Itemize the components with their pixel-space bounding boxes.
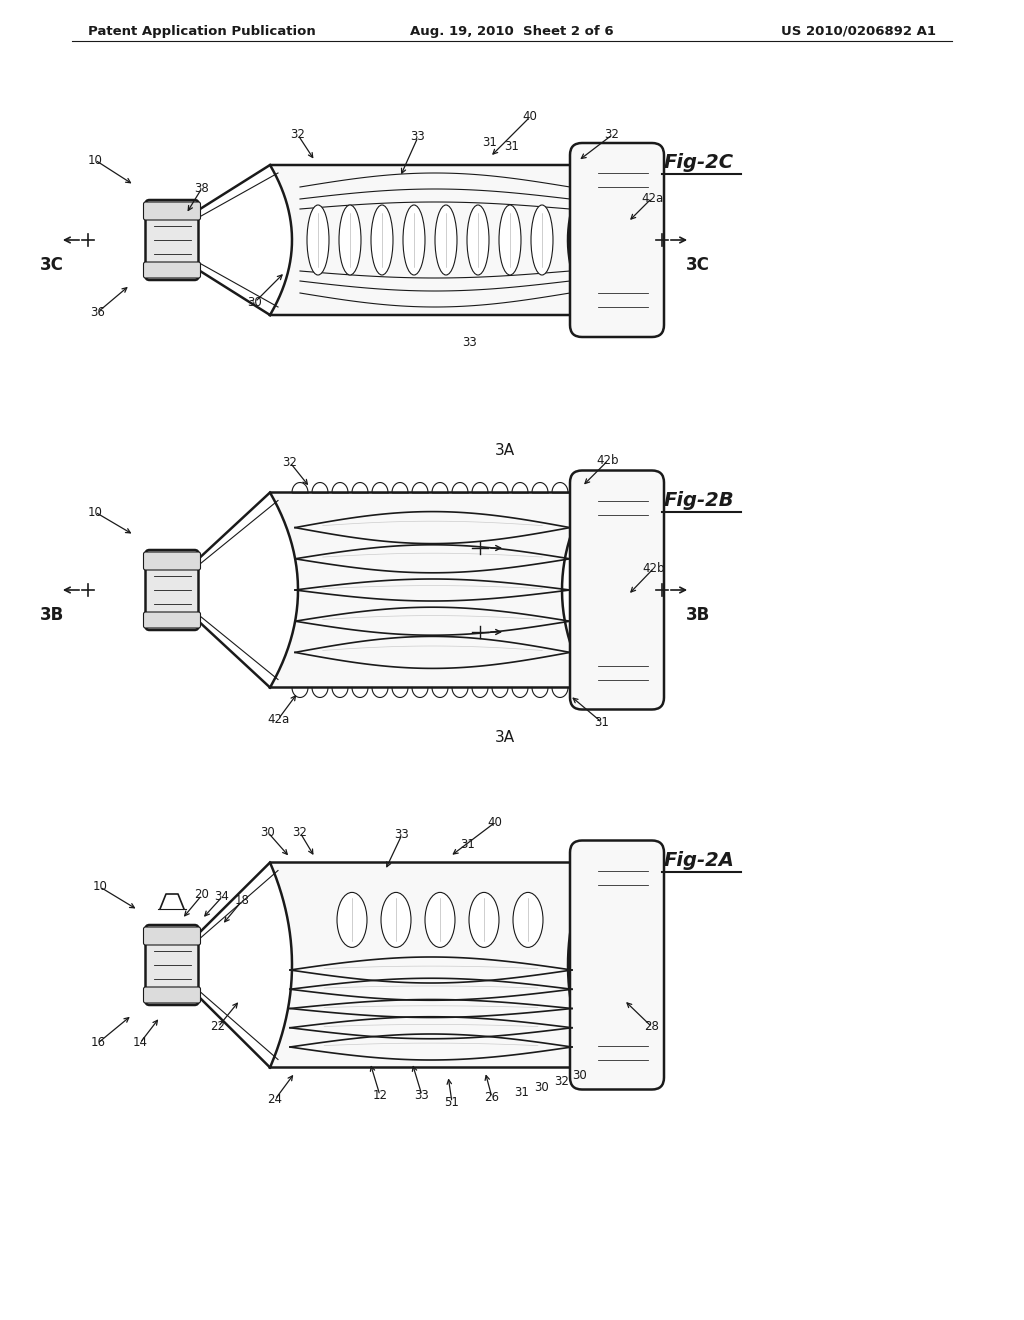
FancyBboxPatch shape	[143, 987, 201, 1003]
Text: 33: 33	[415, 1089, 429, 1102]
Text: 18: 18	[234, 895, 250, 908]
Text: 3A: 3A	[495, 730, 515, 744]
Text: 3B: 3B	[686, 606, 710, 624]
Text: Aug. 19, 2010  Sheet 2 of 6: Aug. 19, 2010 Sheet 2 of 6	[411, 25, 613, 38]
Ellipse shape	[425, 892, 455, 948]
Ellipse shape	[339, 205, 361, 275]
Text: 30: 30	[572, 1069, 588, 1082]
Ellipse shape	[435, 205, 457, 275]
Ellipse shape	[531, 205, 553, 275]
Text: 32: 32	[555, 1074, 569, 1088]
Text: 32: 32	[293, 826, 307, 840]
Text: 42b: 42b	[643, 561, 666, 574]
Text: 33: 33	[463, 337, 477, 350]
Text: 31: 31	[461, 838, 475, 851]
Text: Fig-2C: Fig-2C	[664, 153, 734, 172]
Text: 40: 40	[522, 111, 538, 124]
FancyBboxPatch shape	[570, 470, 664, 710]
Ellipse shape	[371, 205, 393, 275]
Text: 51: 51	[444, 1096, 460, 1109]
Text: 3B: 3B	[40, 606, 65, 624]
Text: 16: 16	[90, 1036, 105, 1049]
Text: 10: 10	[88, 506, 102, 519]
Text: 32: 32	[283, 455, 297, 469]
Text: 36: 36	[90, 305, 105, 318]
Text: Patent Application Publication: Patent Application Publication	[88, 25, 315, 38]
Text: 12: 12	[373, 1089, 387, 1102]
Text: 30: 30	[535, 1081, 549, 1094]
Ellipse shape	[403, 205, 425, 275]
Text: 22: 22	[211, 1020, 225, 1034]
Text: 42a: 42a	[641, 191, 664, 205]
Text: 3C: 3C	[686, 256, 710, 275]
Ellipse shape	[513, 892, 543, 948]
Text: 42a: 42a	[267, 713, 289, 726]
Text: 31: 31	[482, 136, 498, 149]
Text: 26: 26	[484, 1092, 500, 1104]
FancyBboxPatch shape	[570, 143, 664, 337]
Text: 10: 10	[88, 153, 102, 166]
Text: 14: 14	[132, 1036, 147, 1049]
Ellipse shape	[469, 892, 499, 948]
Text: 10: 10	[92, 880, 108, 894]
Text: 24: 24	[267, 1093, 283, 1106]
Text: 20: 20	[195, 888, 210, 902]
Text: 3A: 3A	[495, 444, 515, 458]
FancyBboxPatch shape	[570, 841, 664, 1089]
FancyBboxPatch shape	[143, 552, 201, 570]
Text: 31: 31	[595, 715, 609, 729]
Ellipse shape	[337, 892, 367, 948]
Text: 3C: 3C	[40, 256, 63, 275]
Text: 32: 32	[604, 128, 620, 141]
FancyBboxPatch shape	[145, 925, 199, 1005]
Text: 30: 30	[248, 296, 262, 309]
Text: 42b: 42b	[597, 454, 620, 467]
Text: 40: 40	[487, 816, 503, 829]
FancyBboxPatch shape	[145, 550, 199, 630]
Polygon shape	[270, 165, 590, 315]
Text: 33: 33	[394, 828, 410, 841]
Polygon shape	[270, 492, 590, 688]
Ellipse shape	[381, 892, 411, 948]
Text: 33: 33	[411, 131, 425, 144]
Ellipse shape	[499, 205, 521, 275]
Text: 34: 34	[215, 891, 229, 903]
Text: Fig-2A: Fig-2A	[664, 851, 735, 870]
Text: US 2010/0206892 A1: US 2010/0206892 A1	[781, 25, 936, 38]
Text: 31: 31	[515, 1086, 529, 1100]
Text: 38: 38	[195, 181, 209, 194]
FancyBboxPatch shape	[143, 202, 201, 220]
Text: 31: 31	[505, 140, 519, 153]
Polygon shape	[270, 862, 590, 1068]
Ellipse shape	[307, 205, 329, 275]
FancyBboxPatch shape	[143, 612, 201, 628]
Text: 32: 32	[291, 128, 305, 141]
Text: 30: 30	[261, 826, 275, 840]
Text: 28: 28	[644, 1020, 659, 1034]
FancyBboxPatch shape	[143, 927, 201, 945]
FancyBboxPatch shape	[143, 261, 201, 279]
Ellipse shape	[467, 205, 489, 275]
Text: Fig-2B: Fig-2B	[664, 491, 734, 510]
FancyBboxPatch shape	[145, 201, 199, 280]
